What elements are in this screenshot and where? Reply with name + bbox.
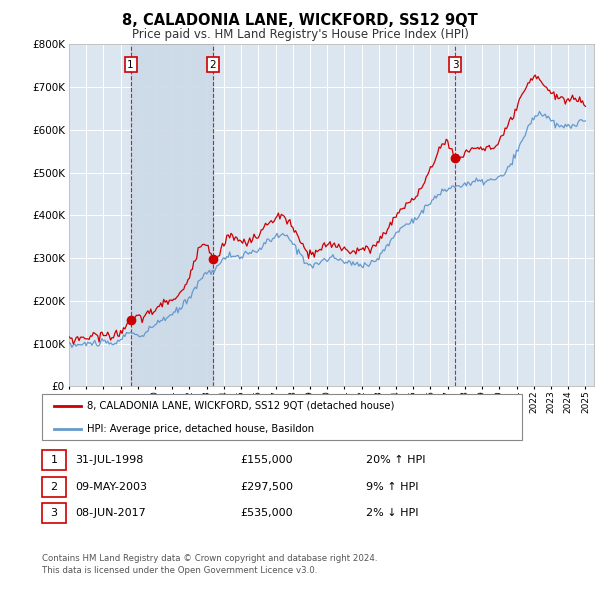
Text: Price paid vs. HM Land Registry's House Price Index (HPI): Price paid vs. HM Land Registry's House … <box>131 28 469 41</box>
Text: 8, CALADONIA LANE, WICKFORD, SS12 9QT (detached house): 8, CALADONIA LANE, WICKFORD, SS12 9QT (d… <box>87 401 394 411</box>
Text: 9% ↑ HPI: 9% ↑ HPI <box>366 482 419 491</box>
Text: £297,500: £297,500 <box>240 482 293 491</box>
Text: HPI: Average price, detached house, Basildon: HPI: Average price, detached house, Basi… <box>87 424 314 434</box>
Text: This data is licensed under the Open Government Licence v3.0.: This data is licensed under the Open Gov… <box>42 566 317 575</box>
Text: 8, CALADONIA LANE, WICKFORD, SS12 9QT: 8, CALADONIA LANE, WICKFORD, SS12 9QT <box>122 13 478 28</box>
Text: 1: 1 <box>127 60 134 70</box>
Text: Contains HM Land Registry data © Crown copyright and database right 2024.: Contains HM Land Registry data © Crown c… <box>42 554 377 563</box>
Bar <box>131 44 213 386</box>
Text: 3: 3 <box>50 509 58 518</box>
Text: 09-MAY-2003: 09-MAY-2003 <box>75 482 147 491</box>
Text: 2: 2 <box>50 482 58 491</box>
Text: 20% ↑ HPI: 20% ↑ HPI <box>366 455 425 465</box>
Text: £535,000: £535,000 <box>240 509 293 518</box>
Text: 2: 2 <box>209 60 216 70</box>
Text: 1: 1 <box>50 455 58 465</box>
Text: 2% ↓ HPI: 2% ↓ HPI <box>366 509 419 518</box>
Text: 31-JUL-1998: 31-JUL-1998 <box>75 455 143 465</box>
Text: 08-JUN-2017: 08-JUN-2017 <box>75 509 146 518</box>
Text: 3: 3 <box>452 60 458 70</box>
Text: £155,000: £155,000 <box>240 455 293 465</box>
